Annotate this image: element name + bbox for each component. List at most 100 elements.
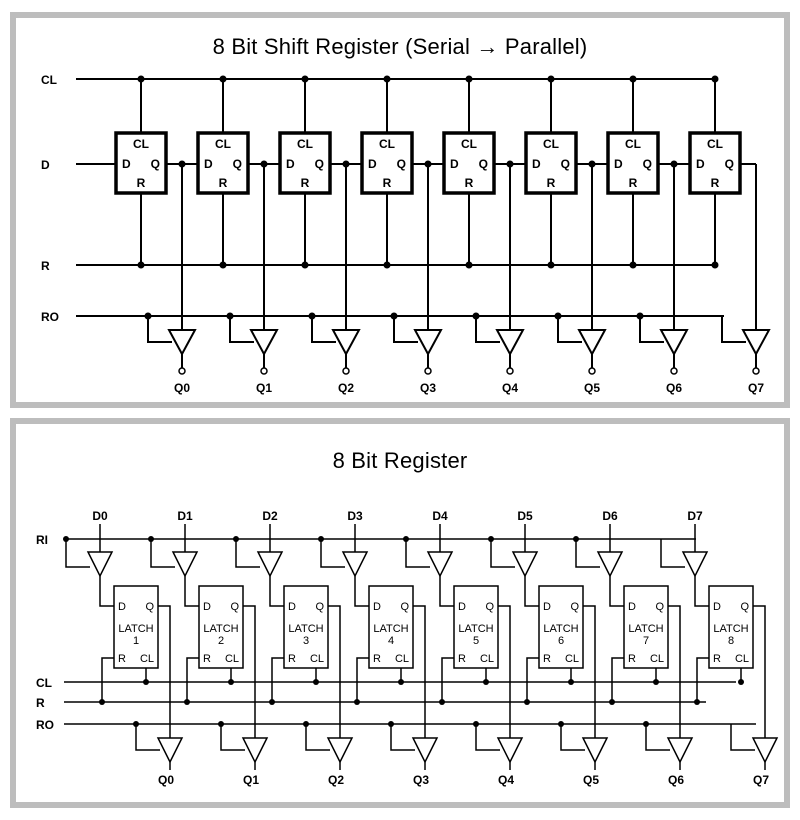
reset-junction [629,261,637,269]
flipflop-cl-pin: CL [297,137,313,151]
latch-box [368,585,414,669]
to-latch-d-wire [609,576,624,607]
latch-number: 7 [643,635,649,647]
q-output-wire [158,605,171,738]
latch-r-pin: R [118,653,126,665]
reset-wire [611,657,624,702]
data-input-label-d6: D6 [602,509,618,523]
latch-d-pin: D [118,601,126,613]
input-buffer [426,551,454,578]
flipflop-d-pin: D [122,157,131,171]
output-label-q0: Q0 [158,773,174,787]
latch-q-pin: Q [145,601,154,613]
latch-r-pin: R [543,653,551,665]
flipflop-d-pin: D [696,157,705,171]
flipflop-d-pin: D [450,157,459,171]
reset-wire [186,657,199,702]
to-latch-d-wire [694,576,709,607]
output-terminal [260,367,268,375]
output-buffer [495,329,525,357]
output-terminal [670,367,678,375]
data-input-label-d5: D5 [517,509,533,523]
reset-junction [524,699,530,705]
latch-r-pin: R [458,653,466,665]
input-buffer [681,551,709,578]
flipflop-q-pin: Q [725,157,734,171]
flipflop-q-pin: Q [315,157,324,171]
reset-junction [711,261,719,269]
q-output-wire [753,605,766,738]
enable-wire [660,539,685,568]
latch-q-pin: Q [570,601,579,613]
flipflop-box [524,131,578,195]
flipflop-box [278,131,332,195]
data-input-label-d2: D2 [262,509,278,523]
data-input-label-d3: D3 [347,509,363,523]
output-label-q5: Q5 [584,381,600,395]
enable-wire [229,316,254,343]
clock-junction [228,679,234,685]
input-buffer [596,551,624,578]
data-input-label-d4: D4 [432,509,448,523]
latch-name: LATCH [203,623,238,635]
enable-wire [575,539,600,568]
reset-junction [547,261,555,269]
output-buffer [577,329,607,357]
latch-cl-pin: CL [225,653,239,665]
clock-junction [313,679,319,685]
flipflop-q-pin: Q [233,157,242,171]
output-buffer [326,737,354,764]
latch-d-pin: D [713,601,721,613]
clock-junction [398,679,404,685]
enable-wire [405,539,430,568]
flipflop-r-pin: R [301,176,310,190]
data-input-label-d7: D7 [687,509,703,523]
latch-cl-pin: CL [565,653,579,665]
to-latch-d-wire [99,576,114,607]
latch-number: 4 [388,635,394,647]
enable-wire [150,539,175,568]
latch-cl-pin: CL [395,653,409,665]
latch-cl-pin: CL [480,653,494,665]
cl-label: CL [41,73,57,87]
latch-q-pin: Q [315,601,324,613]
clock-junction [301,75,309,83]
flipflop-r-pin: R [465,176,474,190]
r-label: R [41,259,50,273]
output-terminal [178,367,186,375]
data-input-label-d1: D1 [177,509,193,523]
clock-junction [383,75,391,83]
latch-cl-pin: CL [735,653,749,665]
reset-junction [137,261,145,269]
ro-label: RO [36,718,54,732]
flipflop-r-pin: R [629,176,638,190]
reset-wire [271,657,284,702]
reset-wire [101,657,114,702]
q-output-wire [498,605,511,738]
clock-junction [711,75,719,83]
input-buffer [86,551,114,578]
latch-number: 3 [303,635,309,647]
output-terminal [752,367,760,375]
latch-cl-pin: CL [140,653,154,665]
shift-register-panel: 8 Bit Shift Register (Serial → Parallel)… [10,12,790,408]
latch-name: LATCH [628,623,663,635]
output-buffer [411,737,439,764]
latch-number: 1 [133,635,139,647]
r-label: R [36,696,45,710]
flipflop-q-pin: Q [643,157,652,171]
output-label-q2: Q2 [338,381,354,395]
enable-wire [311,316,336,343]
input-buffer [511,551,539,578]
to-latch-d-wire [269,576,284,607]
output-enable-wire [645,724,670,751]
output-terminal [342,367,350,375]
clock-junction [547,75,555,83]
enable-wire [235,539,260,568]
reset-wire [696,657,709,702]
enable-wire [147,316,172,343]
clock-junction [738,679,744,685]
input-buffer [341,551,369,578]
latch-r-pin: R [203,653,211,665]
output-label-q1: Q1 [243,773,259,787]
